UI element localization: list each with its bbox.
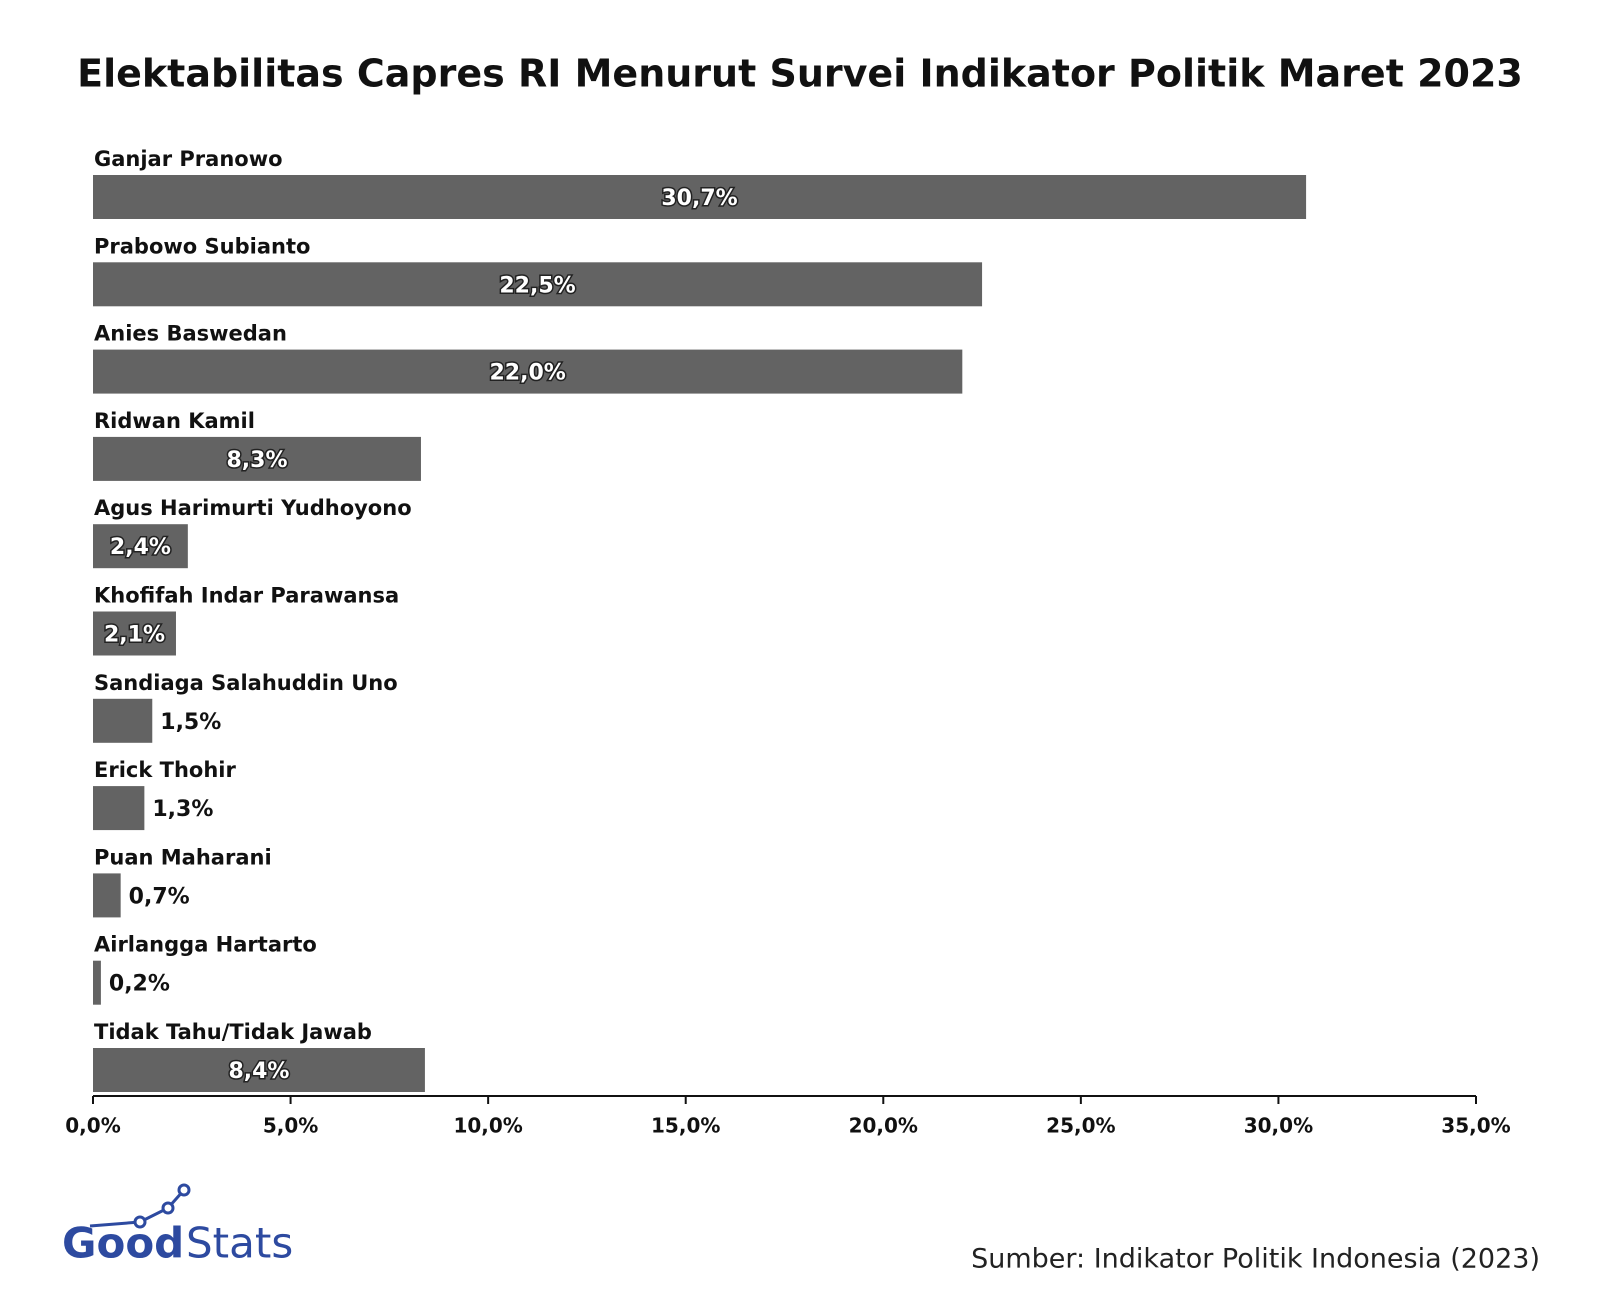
category-label: Sandiaga Salahuddin Uno — [94, 671, 398, 695]
value-label: 2,4% — [110, 535, 171, 560]
chart-title: Elektabilitas Capres RI Menurut Survei I… — [77, 52, 1523, 96]
x-tick-label: 30,0% — [1244, 1114, 1313, 1138]
value-label: 2,1% — [104, 623, 165, 648]
category-label: Puan Maharani — [94, 845, 272, 869]
logo-dot — [161, 1201, 175, 1215]
value-label: 22,0% — [489, 361, 565, 386]
bar — [93, 436, 421, 481]
category-label: Airlangga Hartarto — [94, 933, 317, 957]
bar — [93, 873, 121, 918]
logo-dot — [177, 1183, 191, 1197]
category-label: Erick Thohir — [94, 758, 236, 782]
category-label: Anies Baswedan — [94, 322, 287, 346]
x-tick-label: 0,0% — [65, 1114, 120, 1138]
value-label: 1,3% — [152, 797, 213, 822]
bar — [93, 349, 963, 394]
bar — [93, 262, 983, 307]
bar — [93, 175, 1307, 219]
value-label: 0,7% — [129, 884, 190, 909]
logo-line — [89, 1189, 186, 1228]
x-tick-label: 15,0% — [651, 1114, 720, 1138]
category-label: Tidak Tahu/Tidak Jawab — [94, 1020, 372, 1044]
logo-dot — [133, 1215, 147, 1229]
category-label: Ridwan Kamil — [94, 409, 255, 433]
x-tick-label: 35,0% — [1441, 1114, 1510, 1138]
bar — [93, 611, 176, 656]
logo: Good Stats — [62, 1183, 293, 1268]
bar — [93, 524, 188, 569]
value-label: 8,4% — [228, 1059, 289, 1084]
value-label: 22,5% — [499, 273, 575, 298]
value-label: 1,5% — [160, 710, 221, 735]
logo-text: Stats — [186, 1219, 293, 1268]
category-label: Agus Harimurti Yudhoyono — [94, 496, 412, 520]
bar — [93, 1048, 425, 1092]
bar — [93, 786, 145, 831]
x-tick-label: 10,0% — [453, 1114, 522, 1138]
category-label: Prabowo Subianto — [94, 234, 310, 258]
source-note: Sumber: Indikator Politik Indonesia (202… — [971, 1244, 1540, 1275]
value-label: 8,3% — [226, 448, 287, 473]
value-label: 30,7% — [661, 186, 737, 211]
category-label: Khofifah Indar Parawansa — [94, 584, 399, 608]
bar — [93, 960, 101, 1005]
x-tick-label: 25,0% — [1046, 1114, 1115, 1138]
category-label: Ganjar Pranowo — [94, 147, 283, 171]
x-tick-label: 5,0% — [263, 1114, 318, 1138]
value-label: 0,2% — [109, 972, 170, 997]
x-tick-label: 20,0% — [849, 1114, 918, 1138]
logo-text: Good — [62, 1219, 184, 1268]
bar — [93, 698, 153, 743]
